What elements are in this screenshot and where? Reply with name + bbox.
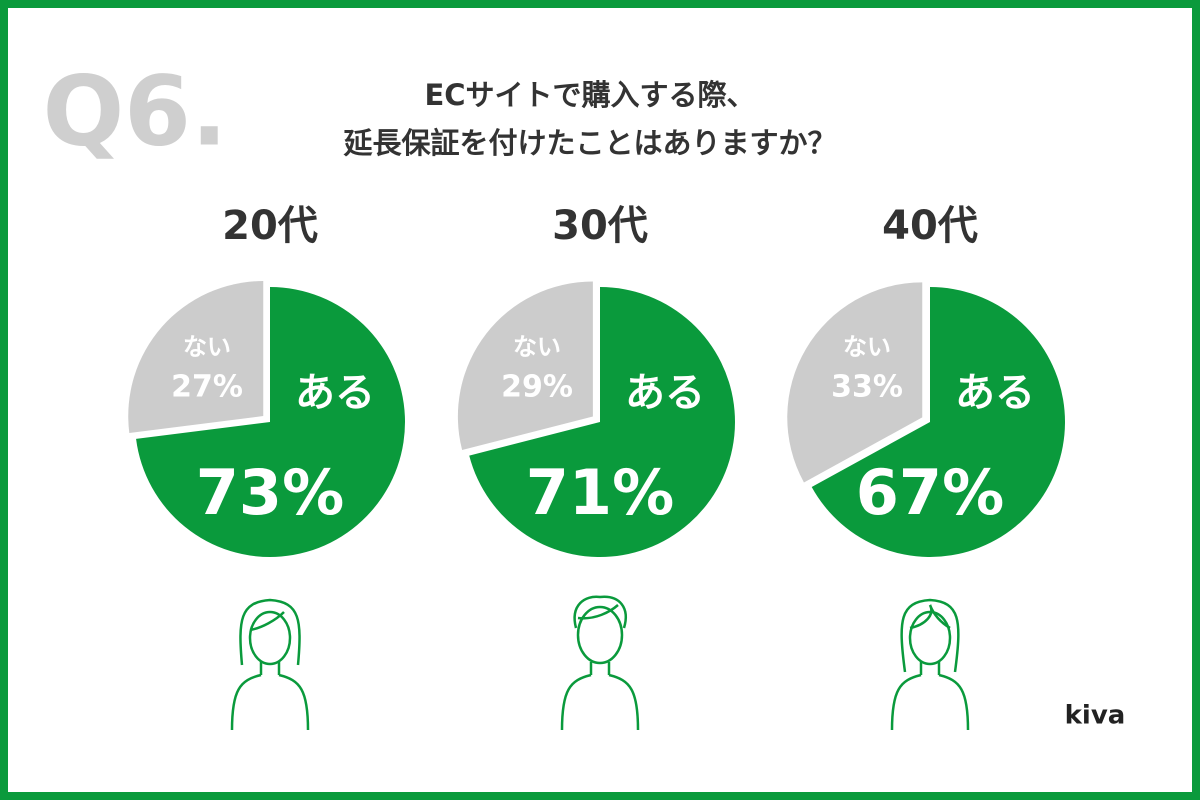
chart-title: 30代: [552, 203, 648, 249]
person-icon: [890, 598, 970, 731]
slice-value-label: 73%: [196, 456, 344, 529]
slice-value-label: 27%: [171, 370, 243, 405]
slice-value-label: 71%: [526, 456, 674, 529]
brand-logo: kiva: [1065, 701, 1126, 731]
slice-category: ない: [843, 333, 891, 361]
chart-title: 20代: [222, 203, 318, 249]
slice-category: ある: [625, 370, 705, 416]
slice-value-label: 33%: [831, 370, 903, 405]
person-icon: [560, 595, 640, 731]
slice-category: ない: [513, 333, 561, 361]
pie-slice: [457, 281, 593, 451]
chart-title: 40代: [882, 203, 978, 249]
pie-slice: [128, 281, 264, 433]
slice-value-label: 67%: [856, 456, 1004, 529]
title-line: ECサイトで購入する際、: [424, 78, 755, 112]
pie-slice: [136, 287, 405, 557]
slice-category: ある: [295, 370, 375, 416]
slice-category: ある: [955, 370, 1035, 416]
pie-slice: [811, 287, 1065, 557]
person-icon: [230, 598, 310, 731]
title-line: 延長保証を付けたことはありますか？: [342, 126, 836, 160]
slice-category: ない: [183, 333, 231, 361]
pie-slice: [469, 287, 735, 557]
slice-value-label: 29%: [501, 370, 573, 405]
question-number: Q6.: [43, 55, 228, 167]
pie-slice: [787, 282, 923, 483]
